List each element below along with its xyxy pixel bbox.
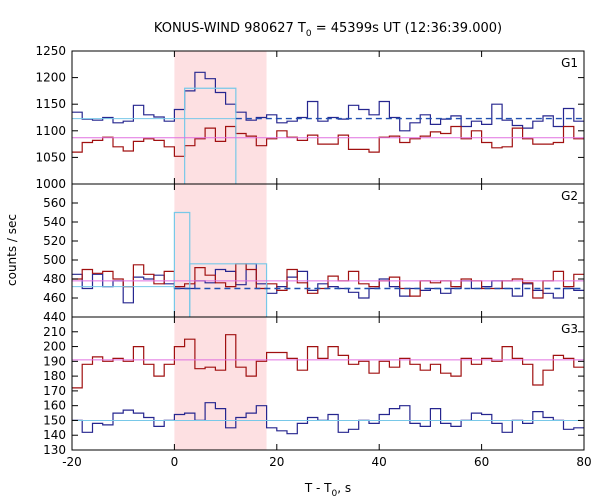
series-g3-1-step [72, 402, 584, 435]
y-tick-label: 150 [43, 413, 66, 427]
x-axis-label: T - T0, s [304, 481, 351, 499]
x-tick-label: 0 [171, 455, 179, 469]
y-axis-label: counts / sec [5, 214, 19, 286]
panel-frame [71, 316, 585, 451]
y-tick-label: 460 [43, 291, 66, 305]
y-tick-label: 190 [43, 354, 66, 368]
y-tick-label: 180 [43, 369, 66, 383]
y-tick-label: 520 [43, 234, 66, 248]
x-tick-label: 40 [372, 455, 387, 469]
y-tick-label: 560 [43, 196, 66, 210]
y-tick-label: 1250 [35, 44, 66, 58]
y-tick-label: 130 [43, 443, 66, 457]
y-tick-label: 1050 [35, 150, 66, 164]
y-tick-label: 440 [43, 310, 66, 324]
y-tick-label: 500 [43, 253, 66, 267]
series-g1-0-step [72, 71, 584, 132]
y-tick-label: 1000 [35, 177, 66, 191]
x-tick-label: 20 [269, 455, 284, 469]
series-g1-1-step [72, 125, 584, 157]
series-g1-2-interval [184, 87, 237, 184]
chart-title: KONUS-WIND 980627 T0 = 45399s UT (12:36:… [154, 21, 502, 39]
y-tick-label: 480 [43, 272, 66, 286]
panel-label: G2 [561, 189, 578, 203]
y-tick-label: 1150 [35, 97, 66, 111]
shaded-interval [174, 51, 267, 184]
panel-g1: 1000 1050 1100 1150 1200 1250 G1 [35, 44, 585, 191]
x-tick-label: 60 [474, 455, 489, 469]
y-tick-label: 140 [43, 428, 66, 442]
series-g2-3-interval [189, 263, 268, 317]
shaded-interval [174, 317, 267, 450]
panel-label: G3 [561, 322, 578, 336]
y-tick-label: 160 [43, 399, 66, 413]
y-tick-label: 170 [43, 384, 66, 398]
x-tick-label: 80 [576, 455, 591, 469]
y-tick-label: 200 [43, 340, 66, 354]
y-tick-label: 210 [43, 325, 66, 339]
y-tick-label: 1200 [35, 71, 66, 85]
x-tick-label: -20 [62, 455, 82, 469]
panel-g2: 440 460 480 500 520 540 560 G2 [43, 183, 585, 324]
y-tick-label: 540 [43, 215, 66, 229]
shaded-interval [174, 184, 267, 317]
series-g3-0-step [72, 334, 584, 389]
y-tick-label: 1100 [35, 124, 66, 138]
panel-label: G1 [561, 56, 578, 70]
panel-frame [71, 183, 585, 318]
